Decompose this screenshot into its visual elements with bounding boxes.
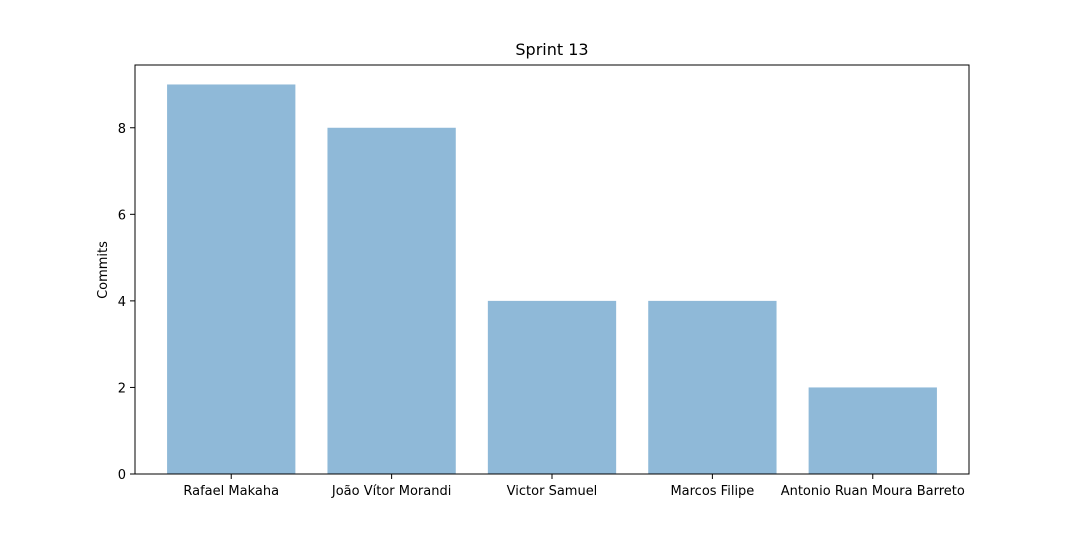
y-tick-label: 8 — [118, 122, 126, 137]
x-tick-label: Victor Samuel — [507, 484, 598, 499]
plot-frame — [134, 64, 970, 475]
y-tick-label: 2 — [118, 381, 126, 396]
chart-title: Sprint 13 — [515, 40, 588, 59]
y-tick-label: 0 — [118, 468, 126, 483]
y-tick-label: 4 — [118, 295, 126, 310]
bar — [327, 127, 456, 474]
y-tick-label: 6 — [118, 208, 126, 223]
bar — [808, 387, 937, 474]
x-tick-label: Marcos Filipe — [670, 484, 754, 499]
x-tick-label: João Vítor Morandi — [331, 484, 451, 499]
bar — [167, 84, 296, 474]
x-axis-ticks: Rafael Makaha João Vítor Morandi Victor Sa… — [183, 474, 965, 499]
x-tick-label: Rafael Makaha — [183, 484, 279, 499]
bar — [648, 300, 777, 474]
bar — [487, 300, 617, 474]
y-axis-label: Commits — [96, 241, 111, 299]
x-tick-label: Antonio Ruan Moura Barreto — [781, 484, 965, 499]
bars-group — [167, 84, 937, 474]
y-axis-ticks: 0 2 4 6 8 — [118, 122, 135, 483]
